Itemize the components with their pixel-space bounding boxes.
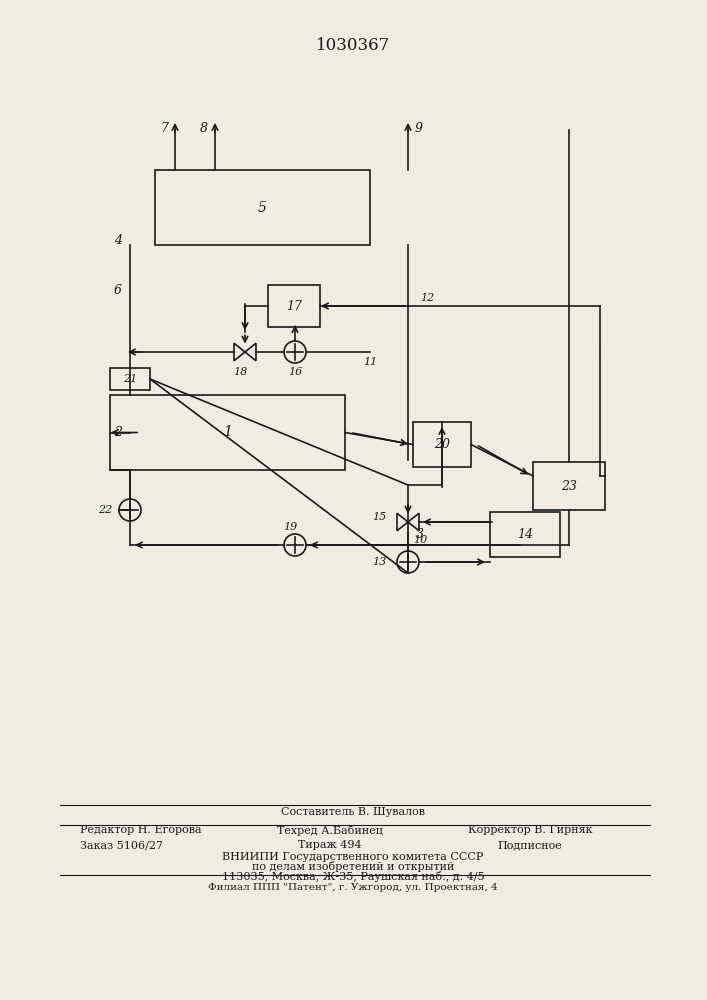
FancyBboxPatch shape <box>110 368 150 390</box>
FancyBboxPatch shape <box>110 395 345 470</box>
FancyBboxPatch shape <box>268 285 320 327</box>
Text: Тираж 494: Тираж 494 <box>298 840 362 850</box>
Text: Подписное: Подписное <box>498 840 562 850</box>
Text: 5: 5 <box>258 200 267 215</box>
Text: Корректор В. Гирняк: Корректор В. Гирняк <box>468 825 592 835</box>
Text: по делам изобретений и открытий: по делам изобретений и открытий <box>252 861 454 872</box>
Text: 22: 22 <box>98 505 112 515</box>
Text: 10: 10 <box>413 535 427 545</box>
Text: 3: 3 <box>416 528 424 542</box>
Text: 16: 16 <box>288 367 302 377</box>
Text: 18: 18 <box>233 367 247 377</box>
Text: ВНИИПИ Государственного комитета СССР: ВНИИПИ Государственного комитета СССР <box>222 852 484 862</box>
Text: 17: 17 <box>286 300 302 312</box>
Text: 1: 1 <box>223 426 232 440</box>
Text: 2: 2 <box>114 426 122 439</box>
Text: Заказ 5106/27: Заказ 5106/27 <box>80 840 163 850</box>
FancyBboxPatch shape <box>533 462 605 510</box>
FancyBboxPatch shape <box>413 422 471 467</box>
Text: 6: 6 <box>114 284 122 296</box>
Text: 20: 20 <box>434 438 450 451</box>
Text: 12: 12 <box>420 293 434 303</box>
Text: 19: 19 <box>283 522 297 532</box>
Text: 23: 23 <box>561 480 577 492</box>
Text: 7: 7 <box>160 121 168 134</box>
FancyBboxPatch shape <box>490 512 560 557</box>
Text: 11: 11 <box>363 357 377 367</box>
Text: Техред А.Бабинец: Техред А.Бабинец <box>277 824 383 836</box>
Text: 21: 21 <box>123 374 137 384</box>
Text: 14: 14 <box>517 528 533 541</box>
Text: 1030367: 1030367 <box>316 36 390 53</box>
Text: 15: 15 <box>372 512 386 522</box>
Text: 113035, Москва, Ж-35, Раушская наб., д. 4/5: 113035, Москва, Ж-35, Раушская наб., д. … <box>222 871 484 882</box>
Text: Составитель В. Шувалов: Составитель В. Шувалов <box>281 807 425 817</box>
FancyBboxPatch shape <box>155 170 370 245</box>
Text: 13: 13 <box>372 557 386 567</box>
Text: Редактор Н. Егорова: Редактор Н. Егорова <box>80 825 201 835</box>
Text: Филиал ППП "Патент", г. Ужгород, ул. Проектная, 4: Филиал ППП "Патент", г. Ужгород, ул. Про… <box>208 884 498 892</box>
Text: 4: 4 <box>114 233 122 246</box>
Text: 8: 8 <box>200 121 208 134</box>
Text: 9: 9 <box>415 121 423 134</box>
